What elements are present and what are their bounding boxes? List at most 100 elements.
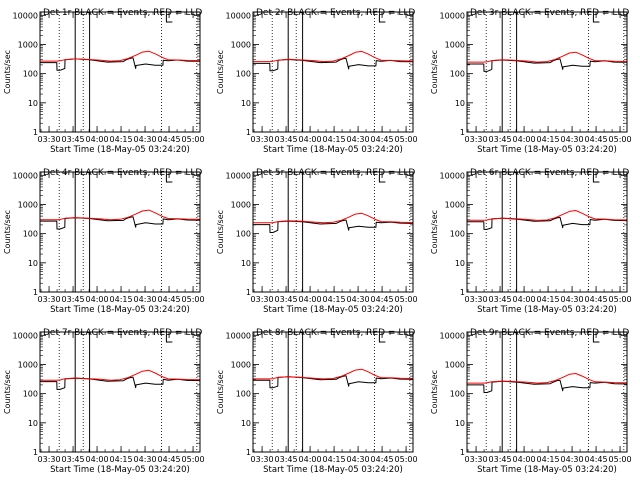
y-tick-label: 100 — [236, 230, 251, 239]
x-tick-label: 03:45 — [275, 295, 298, 304]
x-tick-label: 04:15 — [323, 455, 346, 464]
y-tick-label: 1 — [33, 288, 38, 297]
plot-frame — [252, 171, 414, 293]
y-axis-label: Counts/sec — [430, 370, 439, 414]
x-tick-label: 04:30 — [561, 455, 584, 464]
x-axis-label: Start Time (18-May-05 03:24:20) — [50, 465, 190, 475]
lld-series-line — [467, 51, 628, 63]
panel-title: Det 4r BLACK = Events, RED = LLD — [43, 168, 202, 178]
x-tick-label: 04:00 — [299, 135, 322, 144]
x-tick-label: 04:45 — [371, 455, 394, 464]
x-axis-label: Start Time (18-May-05 03:24:20) — [477, 145, 617, 155]
panel-det-6r: Det 6r BLACK = Events, RED = LLD 1 10 100 10… — [430, 168, 632, 315]
y-tick-label: 10000 — [13, 11, 38, 20]
x-tick-label: 04:15 — [110, 295, 133, 304]
x-tick-label: 05:00 — [182, 135, 205, 144]
bracket-marker — [378, 335, 386, 343]
x-tick-label: 04:30 — [134, 135, 157, 144]
panel-title: Det 6r BLACK = Events, RED = LLD — [470, 168, 629, 178]
bracket-marker — [592, 15, 600, 23]
plot-frame — [466, 11, 628, 133]
y-axis-label: Counts/sec — [3, 210, 12, 254]
panel-title: Det 1r BLACK = Events, RED = LLD — [43, 8, 202, 18]
x-tick-label: 04:00 — [513, 295, 536, 304]
y-tick-label: 10000 — [13, 171, 38, 180]
y-axis-label: Counts/sec — [3, 370, 12, 414]
x-tick-label: 04:00 — [86, 295, 109, 304]
bracket-marker — [378, 175, 386, 183]
bracket-marker — [165, 15, 173, 23]
y-tick-label: 100 — [23, 70, 38, 79]
events-series-line — [253, 57, 414, 72]
panel-title: Det 9r BLACK = Events, RED = LLD — [470, 328, 629, 338]
x-tick-label: 03:45 — [275, 455, 298, 464]
panel-title: Det 7r BLACK = Events, RED = LLD — [43, 328, 202, 338]
y-axis-label: Counts/sec — [3, 50, 12, 94]
panel-title: Det 2r BLACK = Events, RED = LLD — [256, 8, 415, 18]
y-tick-label: 10 — [28, 259, 38, 268]
y-tick-label: 10000 — [226, 331, 251, 340]
x-tick-label: 03:30 — [251, 295, 274, 304]
y-tick-label: 100 — [236, 390, 251, 399]
y-tick-label: 10 — [455, 419, 465, 428]
events-series-line — [467, 379, 628, 393]
y-tick-label: 100 — [450, 70, 465, 79]
panel-det-1r: Det 1r BLACK = Events, RED = LLD 1 10 100 10… — [3, 8, 205, 155]
x-tick-label: 03:45 — [489, 455, 512, 464]
x-tick-label: 04:15 — [537, 455, 560, 464]
panel-det-5r: Det 5r BLACK = Events, RED = LLD 1 10 100 10… — [216, 168, 418, 315]
x-tick-label: 04:00 — [513, 135, 536, 144]
x-tick-label: 04:45 — [585, 455, 608, 464]
x-tick-label: 04:15 — [323, 135, 346, 144]
y-tick-label: 1 — [246, 288, 251, 297]
x-tick-label: 04:15 — [537, 135, 560, 144]
x-tick-label: 05:00 — [395, 135, 418, 144]
events-series-line — [40, 376, 201, 390]
x-axis-label: Start Time (18-May-05 03:24:20) — [263, 465, 403, 475]
x-tick-label: 05:00 — [182, 295, 205, 304]
x-tick-label: 03:30 — [465, 295, 488, 304]
x-tick-label: 04:15 — [110, 135, 133, 144]
events-series-line — [467, 216, 628, 230]
y-tick-label: 100 — [23, 230, 38, 239]
lld-series-line — [40, 369, 201, 381]
panel-title: Det 5r BLACK = Events, RED = LLD — [256, 168, 415, 178]
y-tick-label: 10000 — [226, 11, 251, 20]
x-tick-label: 04:30 — [347, 135, 370, 144]
x-tick-label: 04:00 — [513, 455, 536, 464]
x-tick-label: 04:00 — [86, 135, 109, 144]
lld-series-line — [467, 210, 628, 221]
panel-det-9r: Det 9r BLACK = Events, RED = LLD 1 10 100 10… — [430, 328, 632, 475]
y-tick-label: 1000 — [231, 360, 251, 369]
y-tick-label: 10 — [455, 99, 465, 108]
lld-series-line — [40, 50, 201, 62]
y-tick-label: 10000 — [226, 171, 251, 180]
x-tick-label: 04:30 — [347, 295, 370, 304]
plot-frame — [39, 11, 201, 133]
panel-det-7r: Det 7r BLACK = Events, RED = LLD 1 10 100 10… — [3, 328, 205, 475]
x-tick-label: 03:45 — [275, 135, 298, 144]
plot-frame — [252, 331, 414, 453]
lld-series-line — [253, 50, 414, 63]
y-axis-label: Counts/sec — [430, 210, 439, 254]
x-axis-label: Start Time (18-May-05 03:24:20) — [263, 145, 403, 155]
y-tick-label: 1 — [33, 128, 38, 137]
panel-title: Det 3r BLACK = Events, RED = LLD — [470, 8, 629, 18]
x-tick-label: 03:30 — [38, 295, 61, 304]
panel-title: Det 8r BLACK = Events, RED = LLD — [256, 328, 415, 338]
plot-frame — [466, 331, 628, 453]
x-tick-label: 04:30 — [134, 295, 157, 304]
y-tick-label: 100 — [450, 230, 465, 239]
lld-series-line — [253, 368, 414, 380]
x-tick-label: 03:45 — [62, 295, 85, 304]
events-series-line — [253, 219, 414, 233]
panel-det-8r: Det 8r BLACK = Events, RED = LLD 1 10 100 10… — [216, 328, 418, 475]
x-tick-label: 04:15 — [537, 295, 560, 304]
y-tick-label: 1000 — [445, 40, 465, 49]
x-tick-label: 04:15 — [323, 295, 346, 304]
x-tick-label: 04:45 — [585, 135, 608, 144]
bracket-marker — [165, 175, 173, 183]
y-tick-label: 1000 — [18, 40, 38, 49]
x-axis-label: Start Time (18-May-05 03:24:20) — [477, 305, 617, 315]
y-tick-label: 1000 — [231, 200, 251, 209]
